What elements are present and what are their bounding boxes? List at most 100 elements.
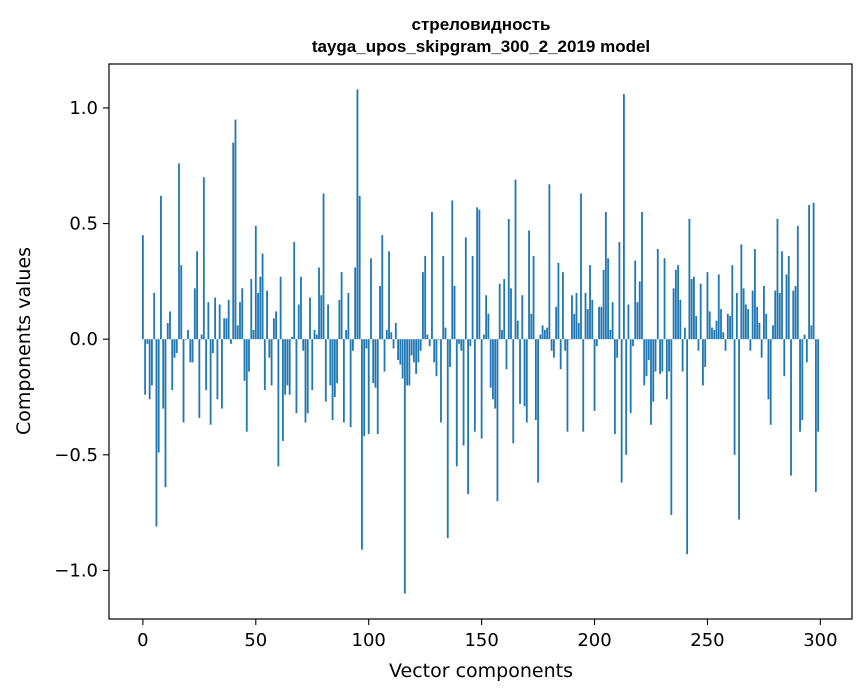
bar — [205, 339, 208, 391]
bar — [306, 339, 309, 414]
bar — [417, 339, 420, 363]
bar — [525, 339, 528, 423]
bar — [403, 339, 406, 594]
bar — [367, 339, 370, 434]
bar — [534, 339, 537, 421]
bar — [471, 255, 474, 340]
bar — [388, 251, 390, 340]
bar — [354, 267, 357, 340]
bar — [722, 332, 725, 340]
bar — [223, 318, 226, 340]
x-tick-label: 100 — [352, 630, 386, 651]
bar — [573, 313, 576, 340]
bar — [302, 339, 305, 351]
bar — [331, 339, 334, 421]
bar — [361, 339, 363, 550]
bar — [530, 313, 533, 340]
y-tick-label: 0.0 — [69, 329, 98, 350]
bar — [537, 339, 539, 483]
bar — [363, 339, 366, 437]
bar — [650, 339, 652, 425]
bar — [792, 290, 795, 340]
bar — [604, 212, 607, 340]
bar — [234, 119, 237, 340]
bar — [733, 339, 736, 455]
bar — [559, 339, 562, 370]
bar — [155, 339, 158, 527]
y-tick-label: −1.0 — [54, 560, 98, 581]
bar — [426, 334, 429, 340]
bar — [200, 334, 203, 340]
bar — [196, 251, 198, 340]
bar — [638, 281, 641, 340]
bar — [275, 311, 278, 340]
bar — [496, 339, 499, 502]
bar — [202, 177, 205, 340]
bar — [751, 290, 754, 340]
bar — [799, 339, 801, 432]
bar — [291, 336, 293, 340]
bar — [266, 290, 268, 340]
bar — [453, 286, 456, 340]
bar — [801, 339, 804, 421]
bar — [519, 339, 521, 404]
bar — [778, 292, 781, 340]
bar — [501, 329, 503, 340]
bar — [171, 339, 174, 391]
bar — [207, 302, 210, 340]
bar — [175, 339, 178, 354]
bar — [724, 339, 727, 351]
bar — [153, 292, 156, 340]
bar — [225, 318, 228, 340]
bar — [345, 329, 348, 340]
bar — [654, 339, 657, 372]
bar — [629, 339, 632, 414]
bar — [392, 339, 395, 349]
bar — [609, 329, 612, 340]
bar — [763, 286, 765, 340]
bar — [187, 329, 189, 340]
bar — [726, 313, 729, 340]
bar — [731, 265, 734, 340]
bar — [613, 339, 616, 434]
bar — [562, 272, 564, 340]
bar — [372, 339, 375, 384]
bar — [254, 225, 257, 340]
bar — [808, 205, 810, 340]
bar — [593, 339, 596, 411]
bar — [422, 272, 424, 340]
bar — [433, 339, 436, 363]
bar — [595, 339, 598, 347]
bar — [623, 94, 625, 340]
bar — [248, 339, 250, 372]
bar — [711, 327, 713, 340]
bar — [582, 339, 585, 432]
bar — [618, 242, 621, 340]
bar — [146, 339, 149, 344]
bar — [431, 212, 433, 340]
bar — [349, 339, 352, 428]
bar — [216, 339, 219, 400]
bar — [507, 218, 510, 340]
bar — [742, 288, 745, 340]
bar — [166, 323, 169, 340]
bar — [539, 334, 542, 340]
bar — [336, 339, 338, 384]
bar — [607, 258, 609, 340]
bar — [796, 225, 799, 340]
bar — [663, 258, 666, 340]
bar — [485, 295, 488, 340]
bar — [211, 339, 214, 354]
bar — [449, 339, 451, 367]
bar — [462, 339, 465, 446]
bar — [787, 255, 790, 340]
bar — [162, 339, 165, 409]
bar — [552, 339, 555, 358]
bar — [406, 339, 409, 386]
bar — [451, 200, 454, 340]
bar — [708, 311, 711, 340]
bar — [632, 339, 634, 347]
bar — [749, 339, 752, 351]
x-tick-label: 250 — [690, 630, 724, 651]
bar — [758, 323, 761, 340]
